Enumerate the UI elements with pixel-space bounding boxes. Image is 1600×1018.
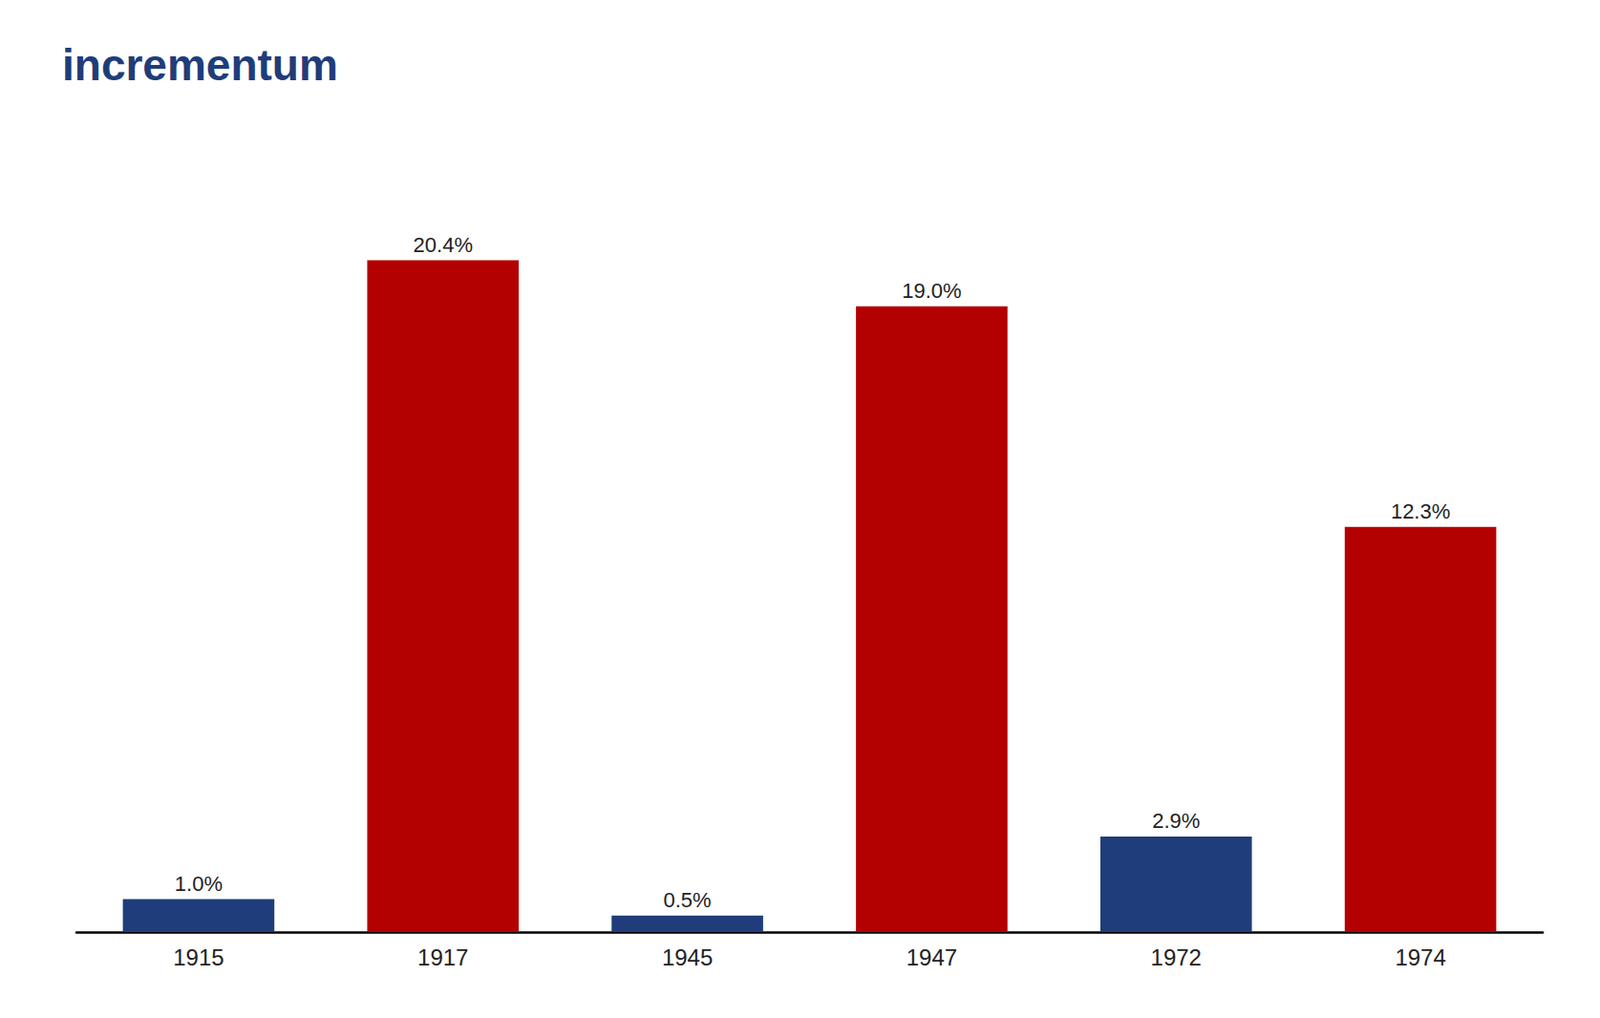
svg-text:1917: 1917	[417, 944, 469, 971]
svg-text:1972: 1972	[1151, 944, 1202, 971]
svg-text:1945: 1945	[661, 944, 713, 971]
svg-text:0.5%: 0.5%	[663, 888, 712, 913]
svg-text:1915: 1915	[172, 944, 224, 971]
svg-text:1947: 1947	[906, 944, 958, 971]
svg-text:20.4%: 20.4%	[413, 233, 473, 257]
svg-text:incrementum: incrementum	[62, 40, 339, 90]
svg-text:2.9%: 2.9%	[1152, 809, 1200, 833]
svg-text:1.0%: 1.0%	[174, 872, 223, 896]
svg-text:1974: 1974	[1394, 944, 1446, 971]
svg-text:19.0%: 19.0%	[901, 278, 961, 303]
svg-text:12.3%: 12.3%	[1390, 499, 1451, 524]
